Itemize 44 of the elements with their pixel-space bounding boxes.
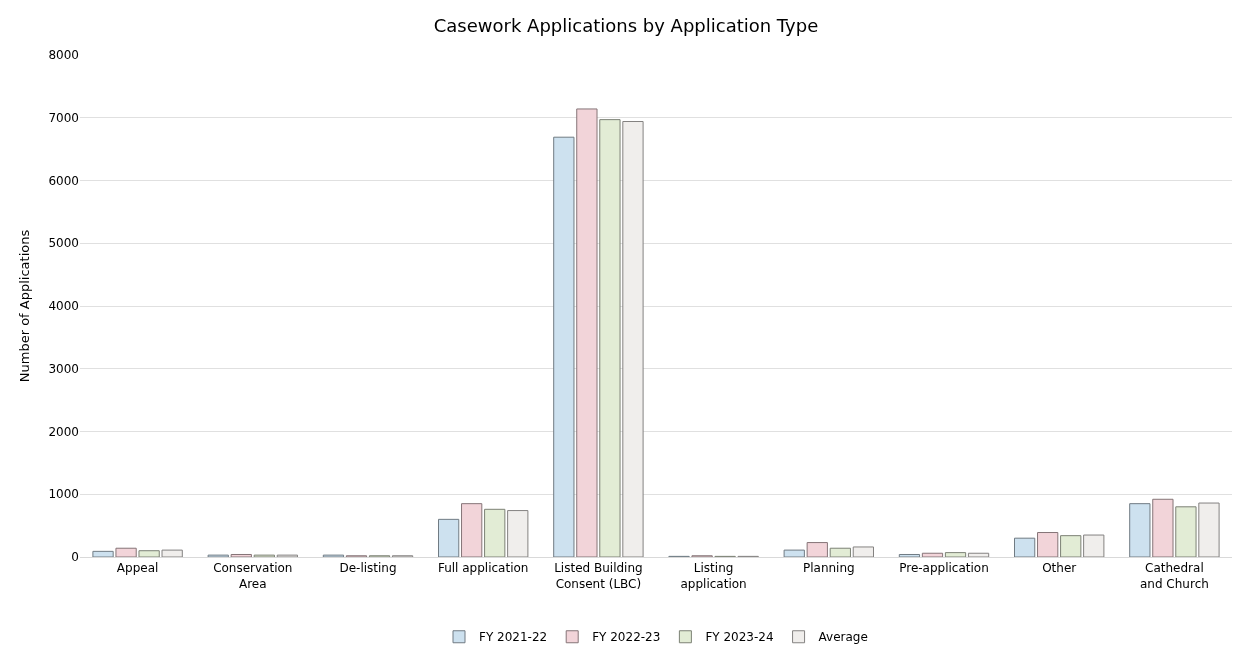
bar [115,547,137,557]
y-tick-label: 0 [71,550,79,565]
x-tick-label: Other [1042,561,1077,576]
x-tick-label: Pre-application [899,561,989,576]
bar [806,542,828,557]
y-tick-label: 5000 [48,236,79,251]
bar [783,549,805,557]
y-tick-label: 8000 [48,48,79,63]
bar [576,108,598,557]
x-tick-label: De-listing [339,561,397,576]
x-tick-label: Appeal [116,561,159,576]
y-axis-title: Number of Applications [17,229,33,383]
bar [1014,537,1036,557]
bar [944,552,967,557]
bar [921,552,944,557]
legend-label: FY 2021-22 [479,630,548,645]
bar [230,553,252,557]
bar [1152,498,1174,557]
x-tick-label: Listed Building Consent (LBC) [554,561,643,591]
bar [461,503,483,557]
y-tick-label: 7000 [48,110,79,125]
bar [92,550,114,557]
y-tick-label: 2000 [48,424,79,439]
legend-label: FY 2022-23 [592,630,661,645]
bar [967,552,990,557]
bar [1037,532,1059,557]
legend-label: FY 2023-24 [705,630,774,645]
x-tick-label: Cathedral and Church [1139,561,1209,591]
bar [553,136,575,557]
bar [829,547,851,557]
bar [852,546,874,557]
y-tick-label: 4000 [48,299,79,314]
bar [898,553,921,557]
x-tick-label: Conservation Area [213,561,293,591]
legend-label: Average [818,630,868,645]
y-tick-label: 1000 [48,487,79,502]
bar [1129,503,1151,557]
x-tick-label: Full application [437,561,529,576]
x-tick-label: Listing application [680,561,747,591]
bar [438,518,460,557]
chart-title: Casework Applications by Application Type [433,15,819,37]
y-tick-label: 6000 [48,173,79,188]
y-tick-label: 3000 [48,361,79,376]
x-tick-label: Planning [802,561,855,576]
